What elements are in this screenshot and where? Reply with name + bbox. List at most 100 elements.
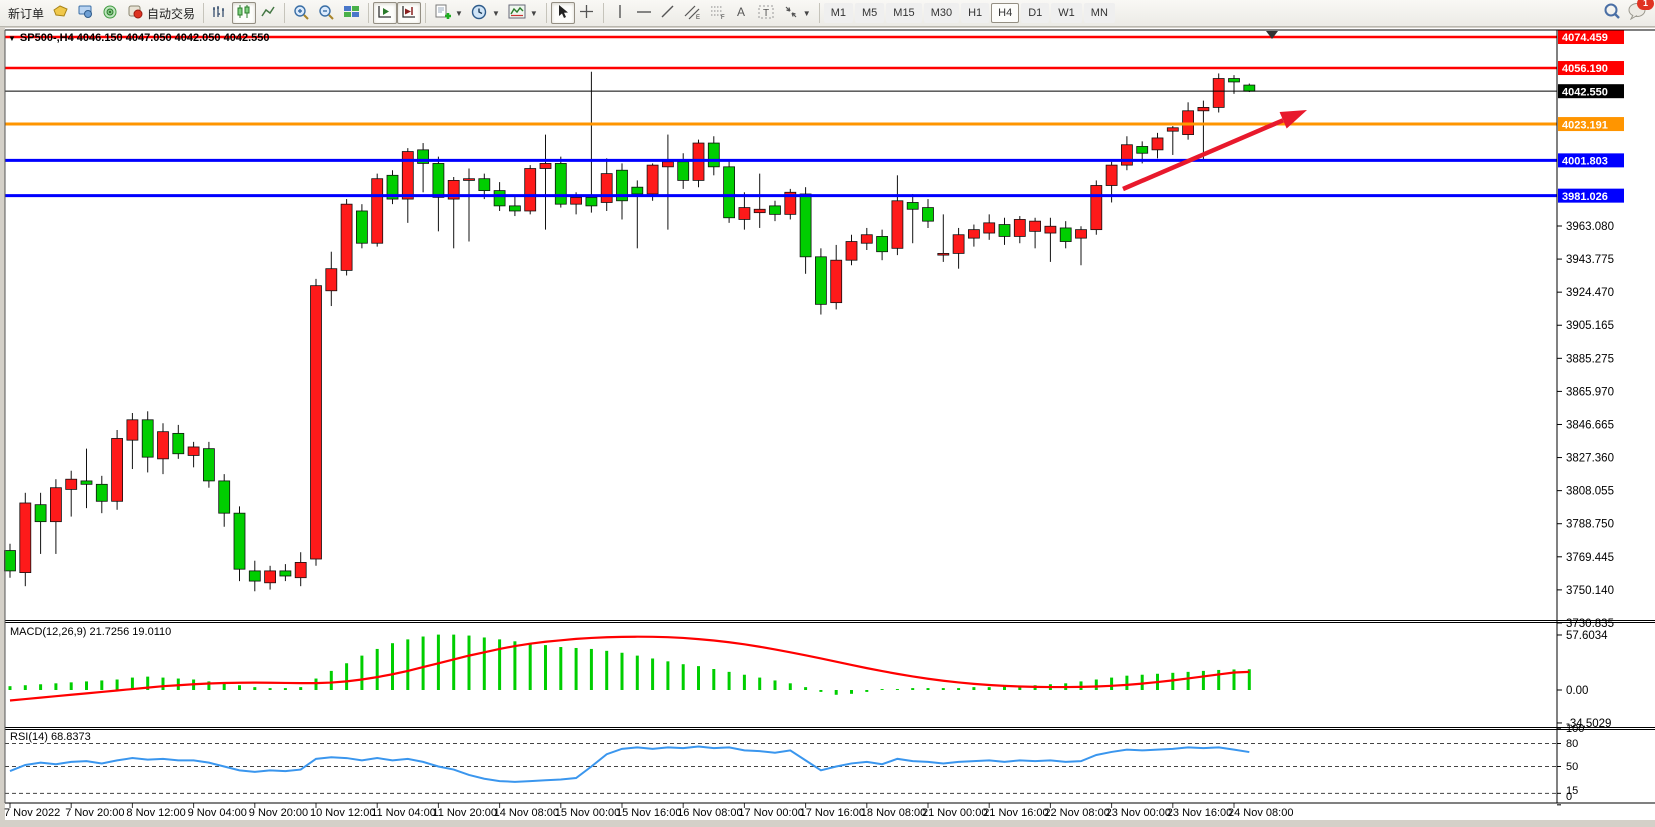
candles-chart-mode-button[interactable]	[232, 2, 257, 24]
market-watch-icon	[52, 4, 69, 22]
auto-scroll-button[interactable]	[373, 2, 398, 24]
toolbar: 新订单 自动交易	[0, 0, 1655, 27]
clock-icon	[471, 4, 488, 23]
time-tick-label: 24 Nov 08:00	[1228, 807, 1293, 819]
terminal-button[interactable]	[73, 2, 98, 24]
candle	[891, 175, 904, 256]
bar-chart-mode-button[interactable]	[208, 2, 232, 24]
macd-pane: 57.6034 0.00 -34.5029	[8, 630, 1611, 730]
candle	[264, 565, 277, 590]
trendline-tool-button[interactable]	[656, 2, 680, 24]
toolbar-separator	[425, 3, 427, 23]
new-order-label: 新订单	[8, 6, 45, 21]
line-chart-mode-button[interactable]	[256, 2, 280, 24]
candle	[233, 506, 246, 582]
time-tick-label: 11 Nov 04:00	[371, 807, 436, 819]
bars-icon	[212, 4, 228, 22]
chat-button[interactable]: 1	[1627, 0, 1654, 25]
horizontal-line-tool-button[interactable]	[632, 2, 656, 24]
zoom-out-button[interactable]	[314, 2, 339, 24]
chart-shift-marker-icon[interactable]	[1266, 31, 1278, 39]
new-order-button[interactable]: 新订单	[4, 2, 48, 24]
dropdown-caret-icon: ▼	[455, 8, 463, 18]
symbol-dropdown-icon[interactable]: ▼	[8, 33, 16, 43]
timeframe-M1[interactable]: M1	[823, 3, 853, 23]
timeframe-D1[interactable]: D1	[1021, 3, 1050, 23]
price-tag-text: 3981.026	[1562, 191, 1608, 203]
signals-button[interactable]	[98, 2, 123, 24]
market-watch-button[interactable]	[48, 2, 73, 24]
trend-arrow-annotation[interactable]	[1122, 110, 1307, 192]
templates-button[interactable]: ▼	[504, 2, 542, 24]
chart-shift-icon	[401, 4, 417, 22]
timeframe-H1[interactable]: H1	[961, 3, 990, 23]
candle	[845, 234, 858, 266]
candle	[860, 227, 873, 251]
vertical-line-tool-button[interactable]	[608, 2, 632, 24]
price-tick-label: 3788.750	[1566, 519, 1614, 531]
level-lines-group[interactable]: 4074.459 4056.190 4042.550 4023.191 4001.803…	[5, 30, 1624, 203]
toolbar-separator	[545, 3, 547, 23]
autotrading-icon	[127, 4, 144, 22]
toolbar-separator	[284, 3, 286, 23]
candle	[172, 424, 185, 459]
candle	[830, 244, 843, 310]
zoom-out-icon	[318, 4, 335, 23]
crosshair-tool-button[interactable]	[575, 2, 599, 24]
candle	[386, 170, 399, 205]
search-icon[interactable]	[1603, 2, 1621, 25]
candle	[248, 560, 261, 592]
periods-button[interactable]: ▼	[467, 2, 504, 24]
macd-signal-line	[9, 635, 1250, 702]
rsi-scale-label: 0	[1566, 791, 1572, 803]
time-tick-label: 23 Nov 00:00	[1106, 807, 1171, 819]
time-tick-label: 21 Nov 00:00	[922, 807, 987, 819]
price-tag-text: 4056.190	[1562, 63, 1608, 75]
candle	[769, 200, 781, 222]
timeframe-MN[interactable]: MN	[1083, 3, 1115, 23]
timeframe-M30[interactable]: M30	[923, 3, 960, 23]
line-chart-icon	[260, 4, 276, 22]
timeframe-M15[interactable]: M15	[886, 3, 922, 23]
candle	[371, 173, 384, 247]
price-tag	[1558, 61, 1624, 76]
timeframe-M5[interactable]: M5	[855, 3, 885, 23]
svg-text:F: F	[721, 15, 725, 20]
cursor-tool-button[interactable]	[550, 2, 575, 24]
time-axis: 7 Nov 2022 7 Nov 20:00 8 Nov 12:00 9 Nov 04…	[4, 803, 1293, 819]
timeframe-H4[interactable]: H4	[991, 3, 1020, 23]
candle	[417, 143, 430, 193]
text-tool-button[interactable]: A	[730, 2, 754, 24]
candle	[310, 278, 322, 566]
rsi-scale-label: 80	[1566, 738, 1578, 750]
arrows-tool-button[interactable]: ▼	[779, 2, 815, 24]
autotrading-button[interactable]: 自动交易	[123, 2, 199, 24]
zoom-in-icon	[293, 4, 310, 23]
text-label-tool-button[interactable]: T	[754, 2, 779, 24]
candle	[922, 199, 934, 228]
chart-shift-button[interactable]	[397, 2, 422, 24]
signals-icon	[102, 4, 119, 22]
macd-scale-label: 0.00	[1566, 685, 1588, 697]
timeframe-W1[interactable]: W1	[1051, 3, 1082, 23]
candle	[692, 139, 705, 188]
channel-tool-button[interactable]: E	[680, 2, 705, 24]
candle	[1166, 126, 1179, 155]
candle	[968, 224, 980, 247]
vertical-line-icon	[615, 4, 625, 22]
auto-scroll-icon	[377, 4, 393, 22]
fibonacci-tool-button[interactable]: F	[705, 2, 730, 24]
candle	[508, 195, 521, 217]
price-tick-label: 3769.445	[1566, 552, 1614, 564]
new-chart-button[interactable]: ▼	[430, 2, 467, 24]
candle	[723, 160, 735, 223]
candle	[1075, 226, 1087, 266]
text-label-icon: T	[758, 4, 775, 23]
tile-windows-button[interactable]	[339, 2, 364, 24]
zoom-in-button[interactable]	[289, 2, 314, 24]
rsi-scale-label: 50	[1566, 761, 1578, 773]
time-tick-label: 9 Nov 04:00	[188, 807, 247, 819]
candle	[952, 227, 965, 269]
candle	[447, 177, 460, 249]
